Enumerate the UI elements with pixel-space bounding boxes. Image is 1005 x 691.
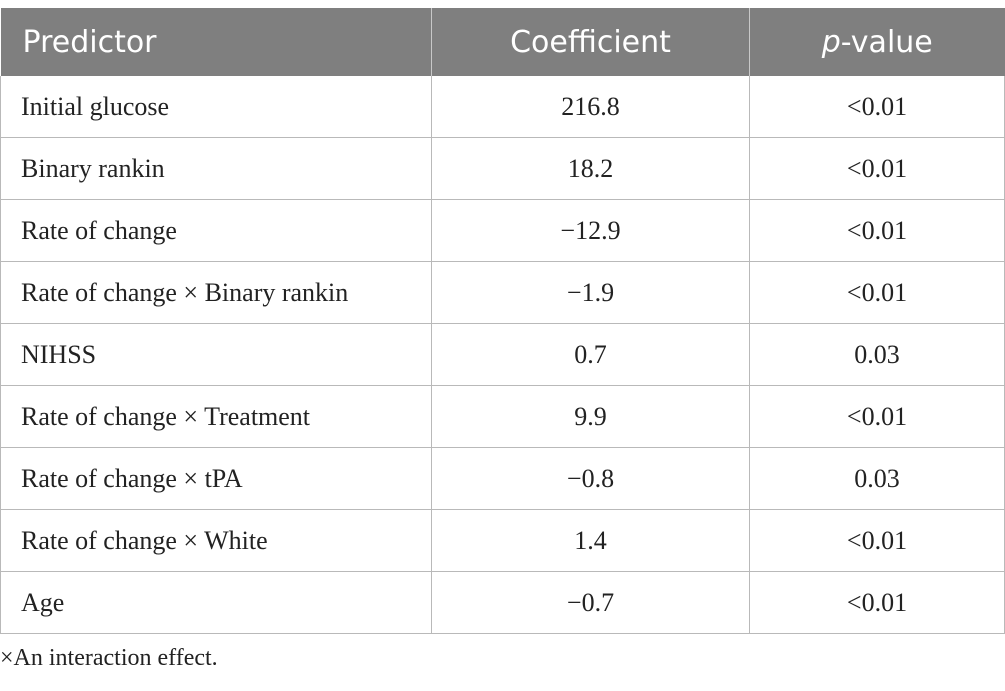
- cell-predictor: Rate of change × White: [0, 509, 432, 572]
- cell-coefficient: 0.7: [431, 323, 750, 386]
- cell-predictor: Rate of change × Binary rankin: [0, 261, 432, 324]
- table-row: Rate of change × White 1.4 <0.01: [0, 509, 1005, 572]
- header-predictor: Predictor: [0, 8, 432, 76]
- header-pvalue: p-value: [749, 8, 1005, 76]
- table-row: Rate of change −12.9 <0.01: [0, 199, 1005, 262]
- table-body: Initial glucose 216.8 <0.01 Binary ranki…: [0, 76, 1005, 634]
- header-coefficient: Coefficient: [431, 8, 750, 76]
- results-table-container: Predictor Coefficient p-value Initial gl…: [0, 8, 1005, 634]
- cell-pvalue: <0.01: [749, 137, 1005, 200]
- cell-predictor: Rate of change: [0, 199, 432, 262]
- cell-coefficient: −0.7: [431, 571, 750, 634]
- cell-predictor: NIHSS: [0, 323, 432, 386]
- cell-pvalue: <0.01: [749, 199, 1005, 262]
- cell-coefficient: 1.4: [431, 509, 750, 572]
- table-row: Rate of change × Treatment 9.9 <0.01: [0, 385, 1005, 448]
- table-row: Rate of change × tPA −0.8 0.03: [0, 447, 1005, 510]
- header-pvalue-suffix: -value: [840, 24, 933, 60]
- cell-pvalue: <0.01: [749, 571, 1005, 634]
- table-row: Initial glucose 216.8 <0.01: [0, 76, 1005, 138]
- cell-predictor: Rate of change × Treatment: [0, 385, 432, 448]
- cell-predictor: Initial glucose: [0, 76, 432, 138]
- cell-pvalue: <0.01: [749, 261, 1005, 324]
- table-footnote: ×An interaction effect.: [0, 645, 218, 671]
- cell-pvalue: 0.03: [749, 323, 1005, 386]
- table-row: NIHSS 0.7 0.03: [0, 323, 1005, 386]
- table-header: Predictor Coefficient p-value: [0, 8, 1005, 76]
- cell-coefficient: −0.8: [431, 447, 750, 510]
- cell-predictor: Binary rankin: [0, 137, 432, 200]
- cell-coefficient: 216.8: [431, 76, 750, 138]
- table-row: Age −0.7 <0.01: [0, 571, 1005, 634]
- cell-pvalue: <0.01: [749, 509, 1005, 572]
- cell-coefficient: −1.9: [431, 261, 750, 324]
- cell-pvalue: 0.03: [749, 447, 1005, 510]
- cell-coefficient: −12.9: [431, 199, 750, 262]
- cell-coefficient: 18.2: [431, 137, 750, 200]
- cell-pvalue: <0.01: [749, 385, 1005, 448]
- table-row: Binary rankin 18.2 <0.01: [0, 137, 1005, 200]
- header-row: Predictor Coefficient p-value: [0, 8, 1005, 76]
- regression-table: Predictor Coefficient p-value Initial gl…: [0, 8, 1005, 634]
- cell-coefficient: 9.9: [431, 385, 750, 448]
- table-row: Rate of change × Binary rankin −1.9 <0.0…: [0, 261, 1005, 324]
- cell-predictor: Rate of change × tPA: [0, 447, 432, 510]
- cell-pvalue: <0.01: [749, 76, 1005, 138]
- header-pvalue-italic: p: [821, 24, 841, 60]
- cell-predictor: Age: [0, 571, 432, 634]
